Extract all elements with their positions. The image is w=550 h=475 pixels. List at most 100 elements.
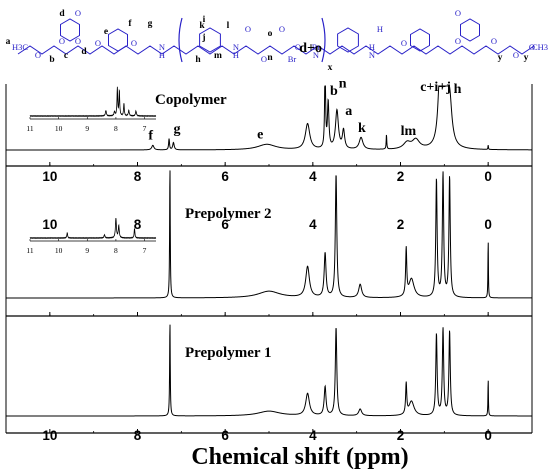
peak-label: c+i+j [420,80,451,95]
structure-atom: O [455,8,461,18]
inset-tick-label: 8 [114,246,118,255]
structure-atom: N [313,50,319,60]
structure-label: j [201,33,205,43]
peak-label: e [257,127,263,142]
x-tick-label: 4 [309,217,317,232]
structure-label: a [6,37,11,47]
structure-atom: H [159,50,165,60]
structure-atom: O [295,42,301,52]
structure-label: d [59,9,65,19]
x-tick-label: 0 [484,428,492,443]
structure-label: k [199,21,205,31]
benzene-ring-right [410,28,430,52]
structure-atom: O [75,8,81,18]
x-tick-label: 4 [309,428,317,443]
structure-label: l [227,21,230,31]
structure-atom: Br [312,42,321,52]
benzene-ring-left [108,28,128,52]
inset-tick-label: 9 [85,246,89,255]
spectrum-line [6,85,532,151]
inset-spectrum-line [29,86,157,118]
x-axis-label: Chemical shift (ppm) [191,444,408,470]
x-tick-label: 2 [397,428,405,443]
inset-tick-label: 7 [143,124,147,133]
inset-tick-label: 9 [85,124,89,133]
structure-atom: O [75,36,81,46]
spectrum-line [6,324,532,417]
inset-tick-label: 10 [55,246,63,255]
structure-atom: H [369,42,375,52]
x-tick-label: 0 [484,217,492,232]
structure-atom: O [491,36,497,46]
structure-atom: H3C [12,42,28,52]
structure-atom: O [401,38,407,48]
structure-label: y [498,53,503,63]
x-tick-label: 6 [221,217,229,232]
structure-atom: Br [288,54,297,64]
structure-label: b [49,55,54,65]
structure-label: y [524,53,529,63]
peak-label: b [330,84,338,99]
structure-atom: O [279,24,285,34]
inset-tick-label: 11 [26,124,33,133]
inset-spectrum-line [29,217,157,240]
structure-atom: O [455,36,461,46]
structure-atom: O [35,50,41,60]
x-tick-label: 4 [309,169,317,184]
panel-title: Copolymer [155,92,227,108]
peak-label: f [148,128,153,143]
x-tick-label: 2 [397,217,405,232]
repeat-bracket-open [178,17,183,63]
peak-label: lm [401,124,417,139]
structure-atom: O [59,36,65,46]
structure-label: d [81,47,87,57]
inset-spectrum: 11 10 9 8 7 [26,217,157,255]
structure-atom: O [529,42,535,52]
structure-atom: N [233,42,239,52]
structure-atom: H [233,50,239,60]
inset-tick-label: 8 [114,124,118,133]
dioxane-ring-left [60,18,80,42]
structure-backbone [17,45,535,55]
structure-label: m [214,51,222,61]
structure-label: x [328,63,333,73]
peak-label: h [454,82,462,97]
inset-spectrum: 11 10 9 8 7 [26,86,157,133]
x-tick-label: 0 [484,169,492,184]
structure-label: e [104,27,108,37]
x-tick-label: 8 [134,169,142,184]
structure-label: c [64,51,68,61]
x-tick-label: 10 [42,428,57,443]
inset-tick-label: 10 [55,124,63,133]
x-tick-label: 6 [221,428,229,443]
structure-label: h [195,55,201,65]
structure-atom: CH3 [532,42,548,52]
cyclohexane-ring-left [199,27,221,53]
peak-label: a [345,104,352,119]
panel-title: Prepolymer 2 [185,206,272,222]
cyclohexane-ring-right [337,27,359,53]
x-tick-label: 10 [42,217,57,232]
peak-label: g [173,122,180,137]
structure-label: o [268,29,273,39]
structure-atom: O [95,38,101,48]
structure-label: f [128,19,132,29]
structure-atom: O [131,38,137,48]
panel-title: Prepolymer 1 [185,345,272,361]
structure-atom: O [245,24,251,34]
structure-atom: N [369,50,375,60]
structure-label: i [203,15,206,25]
repeat-bracket-close [321,17,326,63]
structure-atom: N [159,42,165,52]
structure-atom: O [261,54,267,64]
structure-atom: H [377,24,383,34]
x-tick-label: 8 [134,217,142,232]
dioxane-ring-right [460,18,480,42]
peak-label: n [339,76,347,91]
x-tick-label: 6 [221,169,229,184]
panel-prepolymer-1: 10 8 6 4 2 0 Prepolymer 1 [5,316,533,443]
peak-label: k [358,121,366,136]
